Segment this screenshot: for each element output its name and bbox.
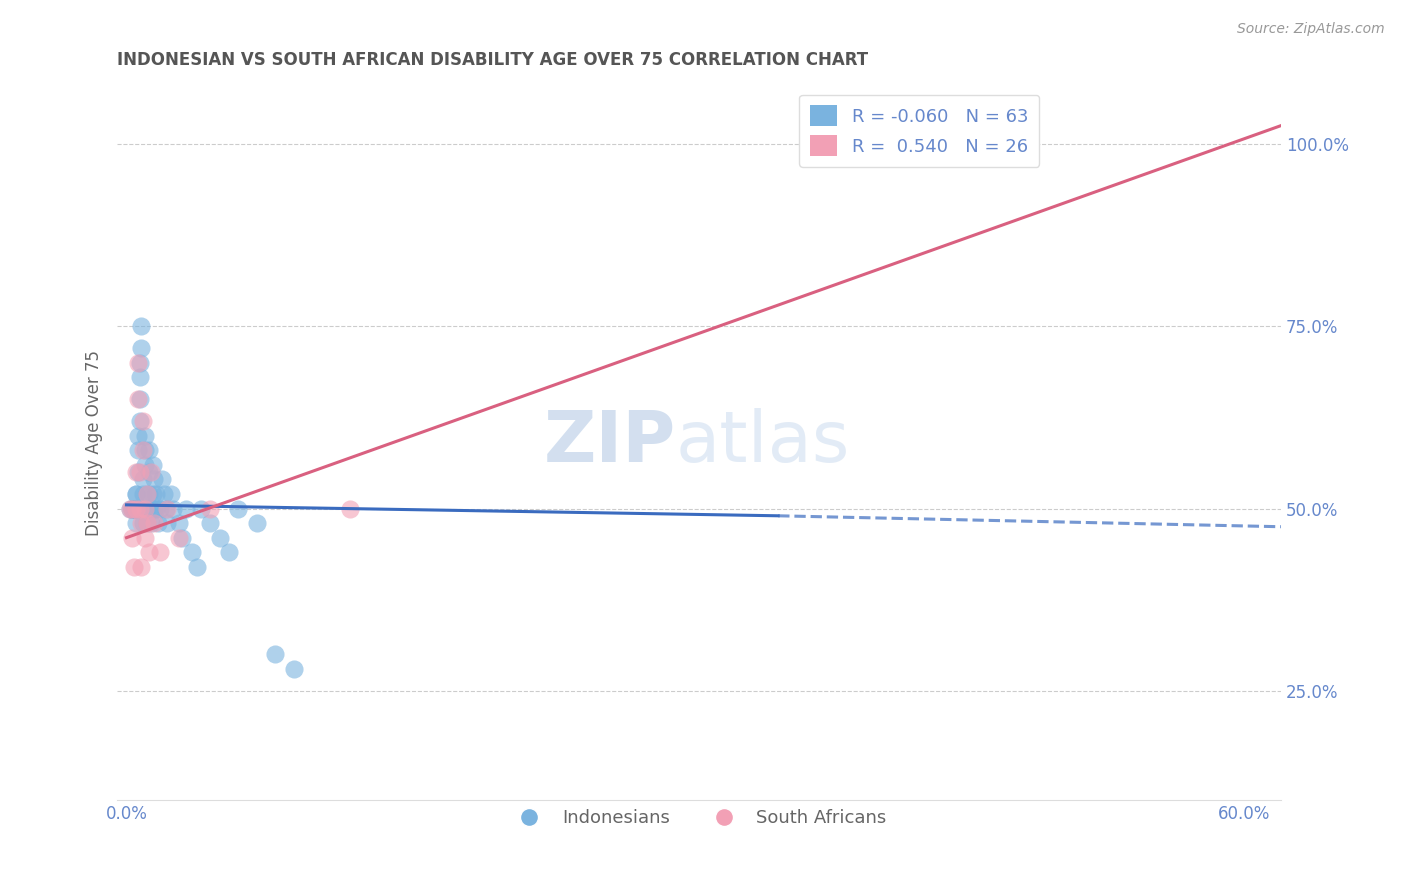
Point [138,443,160,458]
Point [160,487,183,501]
Point [132,443,155,458]
Point [143,472,166,486]
Point [121,531,143,545]
Point [128,370,150,384]
Point [218,545,240,559]
Point [143,516,166,530]
Point [120,501,142,516]
Point [186,559,208,574]
Point [134,443,156,458]
Point [226,501,249,516]
Point [125,501,148,516]
Point [131,501,153,516]
Point [143,501,166,516]
Point [127,443,149,458]
Point [128,465,150,479]
Point [121,501,143,516]
Point [167,516,190,530]
Point [145,501,167,516]
Point [125,516,148,530]
Point [127,428,149,442]
Point [139,465,162,479]
Point [152,487,174,501]
Point [145,487,167,501]
Point [339,501,361,516]
Point [136,487,159,501]
Point [283,662,305,676]
Point [156,516,179,530]
Text: Source: ZipAtlas.com: Source: ZipAtlas.com [1237,22,1385,37]
Point [149,501,172,516]
Point [149,545,172,559]
Point [122,559,145,574]
Point [200,501,222,516]
Point [128,392,150,406]
Point [128,356,150,370]
Point [142,458,165,472]
Point [138,545,160,559]
Point [174,501,197,516]
Point [208,531,231,545]
Point [136,516,159,530]
Point [139,516,162,530]
Point [125,487,148,501]
Point [122,501,145,516]
Point [122,501,145,516]
Point [142,487,165,501]
Point [134,501,156,516]
Point [136,501,159,516]
Point [122,501,145,516]
Point [131,559,153,574]
Point [150,472,173,486]
Point [125,487,148,501]
Point [132,472,155,486]
Point [125,501,148,516]
Point [167,531,190,545]
Point [180,545,202,559]
Point [134,458,156,472]
Text: ZIP: ZIP [544,409,676,477]
Point [136,487,159,501]
Text: atlas: atlas [676,409,851,477]
Point [134,428,156,442]
Point [155,501,177,516]
Legend: Indonesians, South Africans: Indonesians, South Africans [505,802,894,834]
Point [127,392,149,406]
Point [162,501,184,516]
Point [264,648,287,662]
Point [138,487,160,501]
Point [121,501,143,516]
Point [121,501,143,516]
Point [127,465,149,479]
Point [132,414,155,428]
Point [156,501,179,516]
Point [128,414,150,428]
Point [131,516,153,530]
Point [134,501,156,516]
Point [132,516,155,530]
Y-axis label: Disability Age Over 75: Disability Age Over 75 [86,350,103,536]
Point [138,465,160,479]
Point [139,501,162,516]
Point [172,531,194,545]
Point [136,516,159,530]
Point [132,487,155,501]
Point [134,531,156,545]
Point [131,319,153,334]
Point [127,356,149,370]
Point [200,516,222,530]
Point [146,516,169,530]
Point [125,501,148,516]
Point [128,501,150,516]
Point [190,501,212,516]
Text: INDONESIAN VS SOUTH AFRICAN DISABILITY AGE OVER 75 CORRELATION CHART: INDONESIAN VS SOUTH AFRICAN DISABILITY A… [117,51,869,69]
Point [131,341,153,355]
Point [125,465,148,479]
Point [246,516,269,530]
Point [120,501,142,516]
